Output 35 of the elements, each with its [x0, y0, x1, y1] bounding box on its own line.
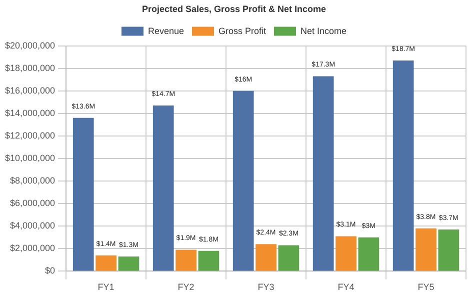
- bar: [358, 237, 380, 271]
- x-tick-label: FY4: [338, 282, 354, 292]
- x-tick-label: FY1: [98, 282, 114, 292]
- y-tick-label: $10,000,000: [4, 152, 56, 163]
- bar: [438, 230, 460, 271]
- bar: [256, 244, 276, 271]
- y-tick-label: $6,000,000: [10, 198, 56, 208]
- y-tick-label: $14,000,000: [4, 108, 56, 118]
- y-tick-label: $16,000,000: [4, 85, 56, 96]
- x-tick-label: FY5: [418, 282, 434, 292]
- bar: [176, 250, 196, 271]
- chart-title: Projected Sales, Gross Profit & Net Income: [142, 4, 326, 14]
- bar: [278, 245, 300, 271]
- bar: [118, 256, 140, 271]
- bar: [198, 250, 220, 271]
- bar: [336, 236, 356, 271]
- legend-label: Gross Profit: [218, 26, 267, 36]
- y-tick-label: $4,000,000: [10, 220, 56, 231]
- bar: [232, 90, 254, 271]
- y-tick-label: $12,000,000: [4, 130, 56, 140]
- bar: [96, 255, 116, 271]
- bar: [152, 106, 174, 271]
- x-tick-label: FY3: [258, 282, 274, 292]
- y-tick-label: $8,000,000: [10, 176, 56, 186]
- bar: [392, 60, 414, 271]
- legend-label: Revenue: [148, 26, 184, 36]
- bar: [312, 76, 334, 271]
- bar: [72, 118, 94, 271]
- x-tick-label: FY2: [178, 282, 194, 292]
- y-tick-label: $0: [45, 266, 56, 276]
- legend-label: Net Income: [300, 26, 347, 36]
- y-tick-label: $20,000,000: [4, 40, 56, 50]
- bar: [416, 228, 436, 271]
- y-tick-label: $18,000,000: [4, 62, 56, 73]
- y-tick-label: $2,000,000: [10, 243, 56, 254]
